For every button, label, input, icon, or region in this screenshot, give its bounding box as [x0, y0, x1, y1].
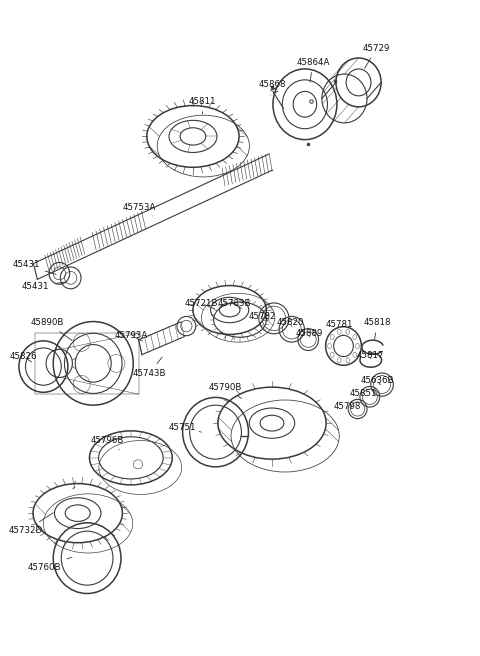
Text: 45431: 45431	[22, 281, 66, 291]
Text: 45729: 45729	[363, 44, 390, 68]
Text: 45790B: 45790B	[208, 382, 241, 398]
Text: 45793A: 45793A	[114, 331, 147, 341]
Text: 45868: 45868	[258, 81, 286, 95]
Text: 45782: 45782	[249, 312, 276, 321]
Text: 45851: 45851	[349, 389, 377, 398]
Text: 45732D: 45732D	[9, 513, 53, 535]
Text: 45751: 45751	[169, 423, 202, 432]
Text: 45864A: 45864A	[296, 58, 330, 82]
Bar	[36, 333, 139, 394]
Text: 45753A: 45753A	[122, 203, 156, 216]
Text: 45781: 45781	[326, 320, 353, 336]
Text: 45636B: 45636B	[360, 377, 394, 385]
Text: 45796B: 45796B	[91, 436, 124, 450]
Text: 45783B: 45783B	[217, 299, 251, 308]
Text: 45431: 45431	[12, 260, 56, 274]
Text: 45890B: 45890B	[30, 318, 72, 340]
Text: 45820: 45820	[277, 318, 304, 327]
Text: 45760B: 45760B	[28, 557, 72, 571]
Text: 45721B: 45721B	[185, 299, 218, 309]
Text: 45889: 45889	[296, 329, 324, 338]
Text: 45817: 45817	[357, 350, 384, 359]
Text: 45811: 45811	[189, 97, 216, 114]
Text: 45743B: 45743B	[133, 357, 167, 377]
Text: 45818: 45818	[364, 318, 391, 339]
Text: 45826: 45826	[10, 352, 37, 362]
Text: 45798: 45798	[334, 402, 361, 411]
